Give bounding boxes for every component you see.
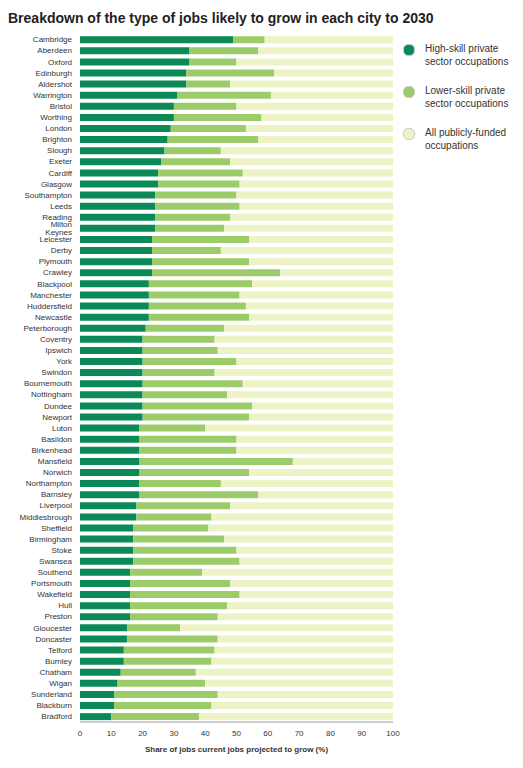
svg-text:Cardiff: Cardiff <box>49 169 73 178</box>
svg-text:Glasgow: Glasgow <box>41 180 72 189</box>
svg-text:Peterborough: Peterborough <box>24 324 72 333</box>
svg-text:Bradford: Bradford <box>41 712 72 721</box>
svg-text:Leicester: Leicester <box>40 235 73 244</box>
svg-text:Oxford: Oxford <box>48 58 72 67</box>
svg-text:Cambridge: Cambridge <box>33 35 73 44</box>
svg-text:Preston: Preston <box>44 612 72 621</box>
svg-text:Middlesbrough: Middlesbrough <box>20 513 72 522</box>
svg-text:60: 60 <box>263 729 272 738</box>
svg-text:Barnsley: Barnsley <box>41 490 72 499</box>
svg-text:Aberdeen: Aberdeen <box>37 46 72 55</box>
svg-text:Warrington: Warrington <box>33 91 72 100</box>
svg-text:Plymouth: Plymouth <box>39 257 72 266</box>
html-text:Breakdown of the type of jobs: Breakdown of the type of jobs likely to … <box>8 10 434 26</box>
svg-text:Huddersfield: Huddersfield <box>27 302 72 311</box>
svg-text:Share of jobs current jobs pro: Share of jobs current jobs projected to … <box>145 745 328 754</box>
svg-text:Brighton: Brighton <box>42 135 72 144</box>
svg-text:Nottingham: Nottingham <box>31 390 72 399</box>
svg-text:York: York <box>56 357 73 366</box>
svg-text:Gloucester: Gloucester <box>33 624 72 633</box>
svg-text:Stoke: Stoke <box>52 546 73 555</box>
svg-text:Liverpool: Liverpool <box>40 501 73 510</box>
svg-text:Blackburn: Blackburn <box>36 701 72 710</box>
svg-text:Reading: Reading <box>42 212 72 222</box>
svg-text:0: 0 <box>78 729 83 738</box>
svg-text:Ipswich: Ipswich <box>45 346 72 355</box>
html-text:Milton: Milton <box>50 220 72 229</box>
svg-text:Mansfield: Mansfield <box>38 457 72 466</box>
svg-text:Slough: Slough <box>47 146 72 155</box>
svg-text:80: 80 <box>326 729 335 738</box>
svg-text:Northampton: Northampton <box>26 479 72 488</box>
svg-text:Leeds: Leeds <box>50 202 72 211</box>
svg-text:Southampton: Southampton <box>24 191 72 200</box>
svg-text:Norwich: Norwich <box>43 468 72 477</box>
html-text:High-skill private sector occu: High-skill private sector occupations <box>425 43 509 67</box>
svg-text:Bournemouth: Bournemouth <box>24 379 72 388</box>
svg-text:Birmingham: Birmingham <box>29 535 72 544</box>
svg-text:Basildon: Basildon <box>41 435 72 444</box>
svg-text:20: 20 <box>138 729 147 738</box>
svg-text:Newport: Newport <box>42 413 73 422</box>
svg-text:Manchester: Manchester <box>30 291 72 300</box>
html-text:Lower-skill private sector occ: Lower-skill private sector occupations <box>425 85 509 109</box>
svg-text:Derby: Derby <box>51 246 72 255</box>
svg-text:Coventry: Coventry <box>40 335 72 344</box>
svg-text:70: 70 <box>295 729 304 738</box>
svg-text:Exeter: Exeter <box>49 157 72 166</box>
svg-text:Telford: Telford <box>48 646 72 655</box>
svg-text:Wigan: Wigan <box>49 679 72 688</box>
html-text:All publicly-funded occupation: All publicly-funded occupations <box>425 127 507 151</box>
svg-text:Luton: Luton <box>52 424 72 433</box>
svg-text:10: 10 <box>107 729 116 738</box>
svg-text:Portsmouth: Portsmouth <box>31 579 72 588</box>
svg-text:50: 50 <box>232 729 241 738</box>
svg-text:90: 90 <box>357 729 366 738</box>
svg-text:Burnley: Burnley <box>45 657 72 666</box>
svg-text:Southend: Southend <box>38 568 72 577</box>
html-text:Keynes: Keynes <box>45 228 72 237</box>
svg-text:Blackpool: Blackpool <box>37 280 72 289</box>
svg-text:Birkenhead: Birkenhead <box>32 446 72 455</box>
svg-text:Edinburgh: Edinburgh <box>36 69 72 78</box>
svg-text:Sunderland: Sunderland <box>31 690 72 699</box>
svg-text:Bristol: Bristol <box>50 102 72 111</box>
svg-text:Sheffield: Sheffield <box>41 524 72 533</box>
svg-text:Newcastle: Newcastle <box>35 313 72 322</box>
svg-text:40: 40 <box>201 729 210 738</box>
svg-text:Swansea: Swansea <box>39 557 72 566</box>
svg-text:Worthing: Worthing <box>40 113 72 122</box>
svg-text:30: 30 <box>169 729 178 738</box>
svg-text:Wakefield: Wakefield <box>37 590 72 599</box>
svg-text:Hull: Hull <box>58 601 72 610</box>
svg-text:100: 100 <box>386 729 400 738</box>
svg-text:Chatham: Chatham <box>40 668 73 677</box>
svg-text:London: London <box>45 124 72 133</box>
svg-text:Aldershot: Aldershot <box>38 80 73 89</box>
svg-text:Dundee: Dundee <box>44 402 73 411</box>
svg-text:Crawley: Crawley <box>43 268 72 277</box>
svg-text:Swindon: Swindon <box>41 368 72 377</box>
svg-text:Doncaster: Doncaster <box>36 635 73 644</box>
